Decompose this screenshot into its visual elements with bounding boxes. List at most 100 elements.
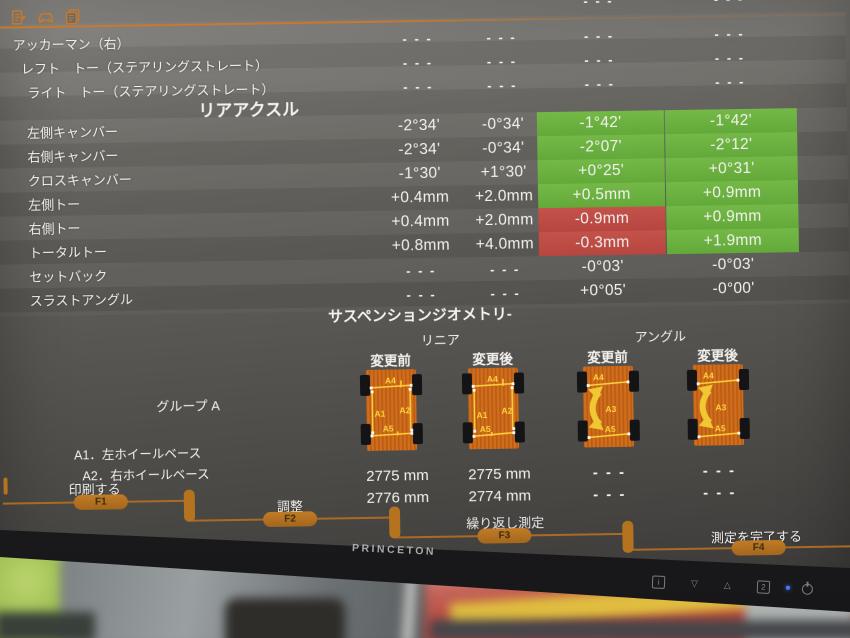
value-cell: - - -: [702, 461, 737, 480]
power-led: [785, 585, 790, 590]
svg-text:A4: A4: [487, 374, 498, 384]
monitor-up-button[interactable]: △: [723, 579, 732, 590]
value-cell: - - -: [486, 29, 517, 45]
value-cell: +2.0mm: [474, 187, 534, 206]
row-label: アッカーマン（右）: [12, 36, 130, 53]
vehicle-icon[interactable]: [37, 9, 54, 25]
value-cell: - - -: [663, 0, 795, 8]
value-cell: - - -: [714, 49, 746, 65]
row-label: 左側キャンバー: [26, 124, 119, 141]
row-label: セットバック: [29, 268, 108, 285]
monitor-input-button[interactable]: 2: [756, 579, 771, 594]
value-cell: 2775 mm: [366, 466, 429, 485]
value-cell: +0.4mm: [391, 212, 450, 231]
value-cell: - - -: [702, 483, 737, 502]
fbar-node: [622, 520, 634, 553]
value-cell: - - -: [406, 262, 437, 278]
value-cell-status: -2°12': [665, 132, 798, 159]
row-label: クロスキャンバー: [27, 172, 132, 189]
row-label: トータルトー: [28, 244, 108, 261]
row-label: 右側キャンバー: [27, 148, 119, 165]
value-cell: -0°34': [481, 115, 525, 134]
svg-text:A5: A5: [605, 424, 616, 434]
value-cell-status: -1°42': [536, 110, 665, 137]
monitor-down-button[interactable]: ▽: [690, 577, 699, 589]
value-cell: +1°30': [480, 163, 527, 182]
value-cell: -0°34': [482, 139, 525, 158]
value-cell: - - -: [402, 54, 434, 70]
report-icon[interactable]: [11, 9, 26, 25]
value-cell: - - -: [584, 75, 616, 91]
value-cell-status: -2°07': [537, 134, 665, 161]
svg-text:A5: A5: [480, 424, 491, 434]
monitor-info-button[interactable]: i: [651, 574, 666, 589]
row-label: スラストアングル: [29, 292, 134, 309]
svg-text:A4: A4: [385, 375, 396, 385]
svg-text:A2: A2: [399, 405, 410, 415]
linear-group-header: リニア: [420, 332, 460, 349]
printer-icon[interactable]: [65, 8, 80, 25]
car-diagram-angle-before: A4 A3 A5: [576, 365, 640, 448]
fbar-node: [183, 489, 196, 522]
svg-text:A2: A2: [501, 406, 512, 416]
dark-object: [225, 598, 345, 638]
section-title-suspension: サスペンションジオメトリ-: [327, 305, 512, 326]
car-diagram-linear-before: A4 A1 A2 A5: [359, 369, 423, 451]
value-cell: 2775 mm: [468, 464, 531, 483]
f1-button[interactable]: F1: [73, 494, 128, 511]
value-cell: - - -: [489, 260, 521, 277]
value-cell: - - -: [403, 78, 434, 94]
legend-a1: A1．左ホイールベース: [73, 446, 202, 463]
svg-text:A4: A4: [703, 370, 714, 380]
fbar-left-tick: [3, 477, 8, 495]
front-measurements: アッカーマン（右） - - - - - - - - - - - - レフト トー…: [0, 19, 846, 104]
value-cell-status: -0.9mm: [538, 206, 666, 233]
toolbar: [11, 8, 80, 25]
angle-group-header: アングル: [634, 328, 687, 345]
value-cell: - - -: [402, 30, 433, 46]
value-cell: 2774 mm: [468, 486, 532, 505]
value-cell: +2.0mm: [475, 211, 534, 230]
value-cell: - - -: [592, 485, 627, 503]
value-cell: -2°34': [397, 116, 441, 135]
value-cell-status: +1.9mm: [666, 228, 799, 255]
f2-button[interactable]: F2: [263, 511, 318, 528]
f3-button[interactable]: F3: [477, 527, 532, 544]
row-label: 左側トー: [28, 196, 81, 213]
value-cell: +0°05': [580, 281, 627, 300]
value-cell: +0.4mm: [390, 188, 450, 207]
value-cell: -1°30': [398, 164, 441, 183]
value-cell-status: +0.5mm: [537, 182, 666, 209]
dark-bottom-bar: [430, 620, 850, 638]
value-cell-status: +0.9mm: [665, 180, 799, 207]
fbar-node: [388, 506, 401, 539]
car-diagram-angle-after: A4 A3 A5: [686, 364, 750, 446]
row-label: 右側トー: [28, 220, 81, 237]
value-cell: -0°00': [712, 279, 755, 298]
svg-text:A4: A4: [593, 372, 604, 382]
value-cell-status: +0.9mm: [666, 204, 799, 231]
value-cell-status: +0°25': [537, 158, 665, 185]
value-cell: -0°03': [712, 255, 755, 274]
value-cell-status: -1°42': [664, 108, 798, 135]
value-cell-status: -0.3mm: [538, 230, 667, 257]
f4-button[interactable]: F4: [731, 539, 786, 556]
svg-text:A5: A5: [383, 424, 394, 434]
value-cell: - - -: [583, 27, 615, 43]
power-button-icon[interactable]: [801, 582, 814, 595]
value-cell: - - -: [490, 284, 521, 301]
value-cell: - - -: [714, 25, 745, 41]
row-label: レフト トー（ステアリングストレート）: [20, 57, 269, 77]
value-cell: - - -: [715, 73, 746, 89]
value-cell: +4.0mm: [475, 235, 535, 254]
value-cell: - - -: [592, 463, 627, 481]
dark-corner-left: [0, 612, 95, 638]
group-label: グループ A: [156, 398, 220, 415]
value-cell: - - -: [583, 0, 614, 8]
car-diagram-linear-after: A4 A1 A2 A5: [461, 367, 525, 450]
value-cell: -0°03': [581, 257, 624, 276]
svg-text:A1: A1: [476, 410, 487, 420]
svg-text:A1: A1: [374, 409, 385, 419]
